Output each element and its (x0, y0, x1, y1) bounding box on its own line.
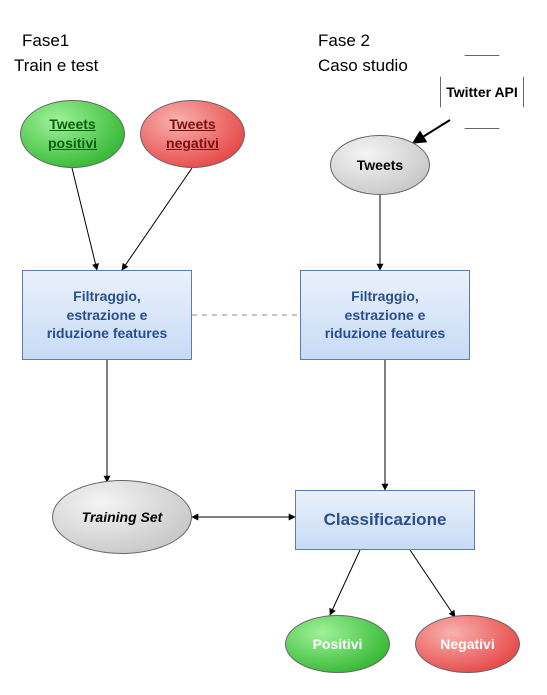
filter-right-node: Filtraggio, estrazione e riduzione featu… (300, 270, 470, 360)
filter-left-node: Filtraggio, estrazione e riduzione featu… (22, 270, 192, 360)
tweets-label: Tweets (357, 156, 403, 175)
phase1-line1: Fase1 (22, 30, 69, 53)
phase1-line2: Train e test (14, 55, 98, 78)
phase2-line1: Fase 2 (318, 30, 370, 53)
phase2-line2: Caso studio (318, 55, 408, 78)
training-set-label: Training Set (82, 508, 163, 527)
tweets-node: Tweets (330, 135, 430, 195)
filter-right-label: Filtraggio, estrazione e riduzione featu… (325, 287, 446, 344)
tweets-positive-label: Tweets positivi (48, 115, 97, 153)
training-set-node: Training Set (52, 480, 192, 554)
negative-output-label: Negativi (440, 635, 494, 654)
classification-label: Classificazione (324, 509, 447, 532)
positive-output-label: Positivi (313, 635, 363, 654)
classification-node: Classificazione (295, 490, 475, 550)
twitter-api-node: Twitter API (440, 55, 524, 129)
filter-left-label: Filtraggio, estrazione e riduzione featu… (47, 287, 168, 344)
diagram-stage: Fase1 Train e test Fase 2 Caso studio Tw… (0, 0, 547, 695)
positive-output-node: Positivi (285, 615, 390, 673)
twitter-api-label: Twitter API (446, 83, 518, 102)
negative-output-node: Negativi (415, 615, 520, 673)
tweets-negative-label: Tweets negativi (166, 115, 219, 153)
tweets-negative-node: Tweets negativi (140, 100, 245, 168)
tweets-positive-node: Tweets positivi (20, 100, 125, 168)
